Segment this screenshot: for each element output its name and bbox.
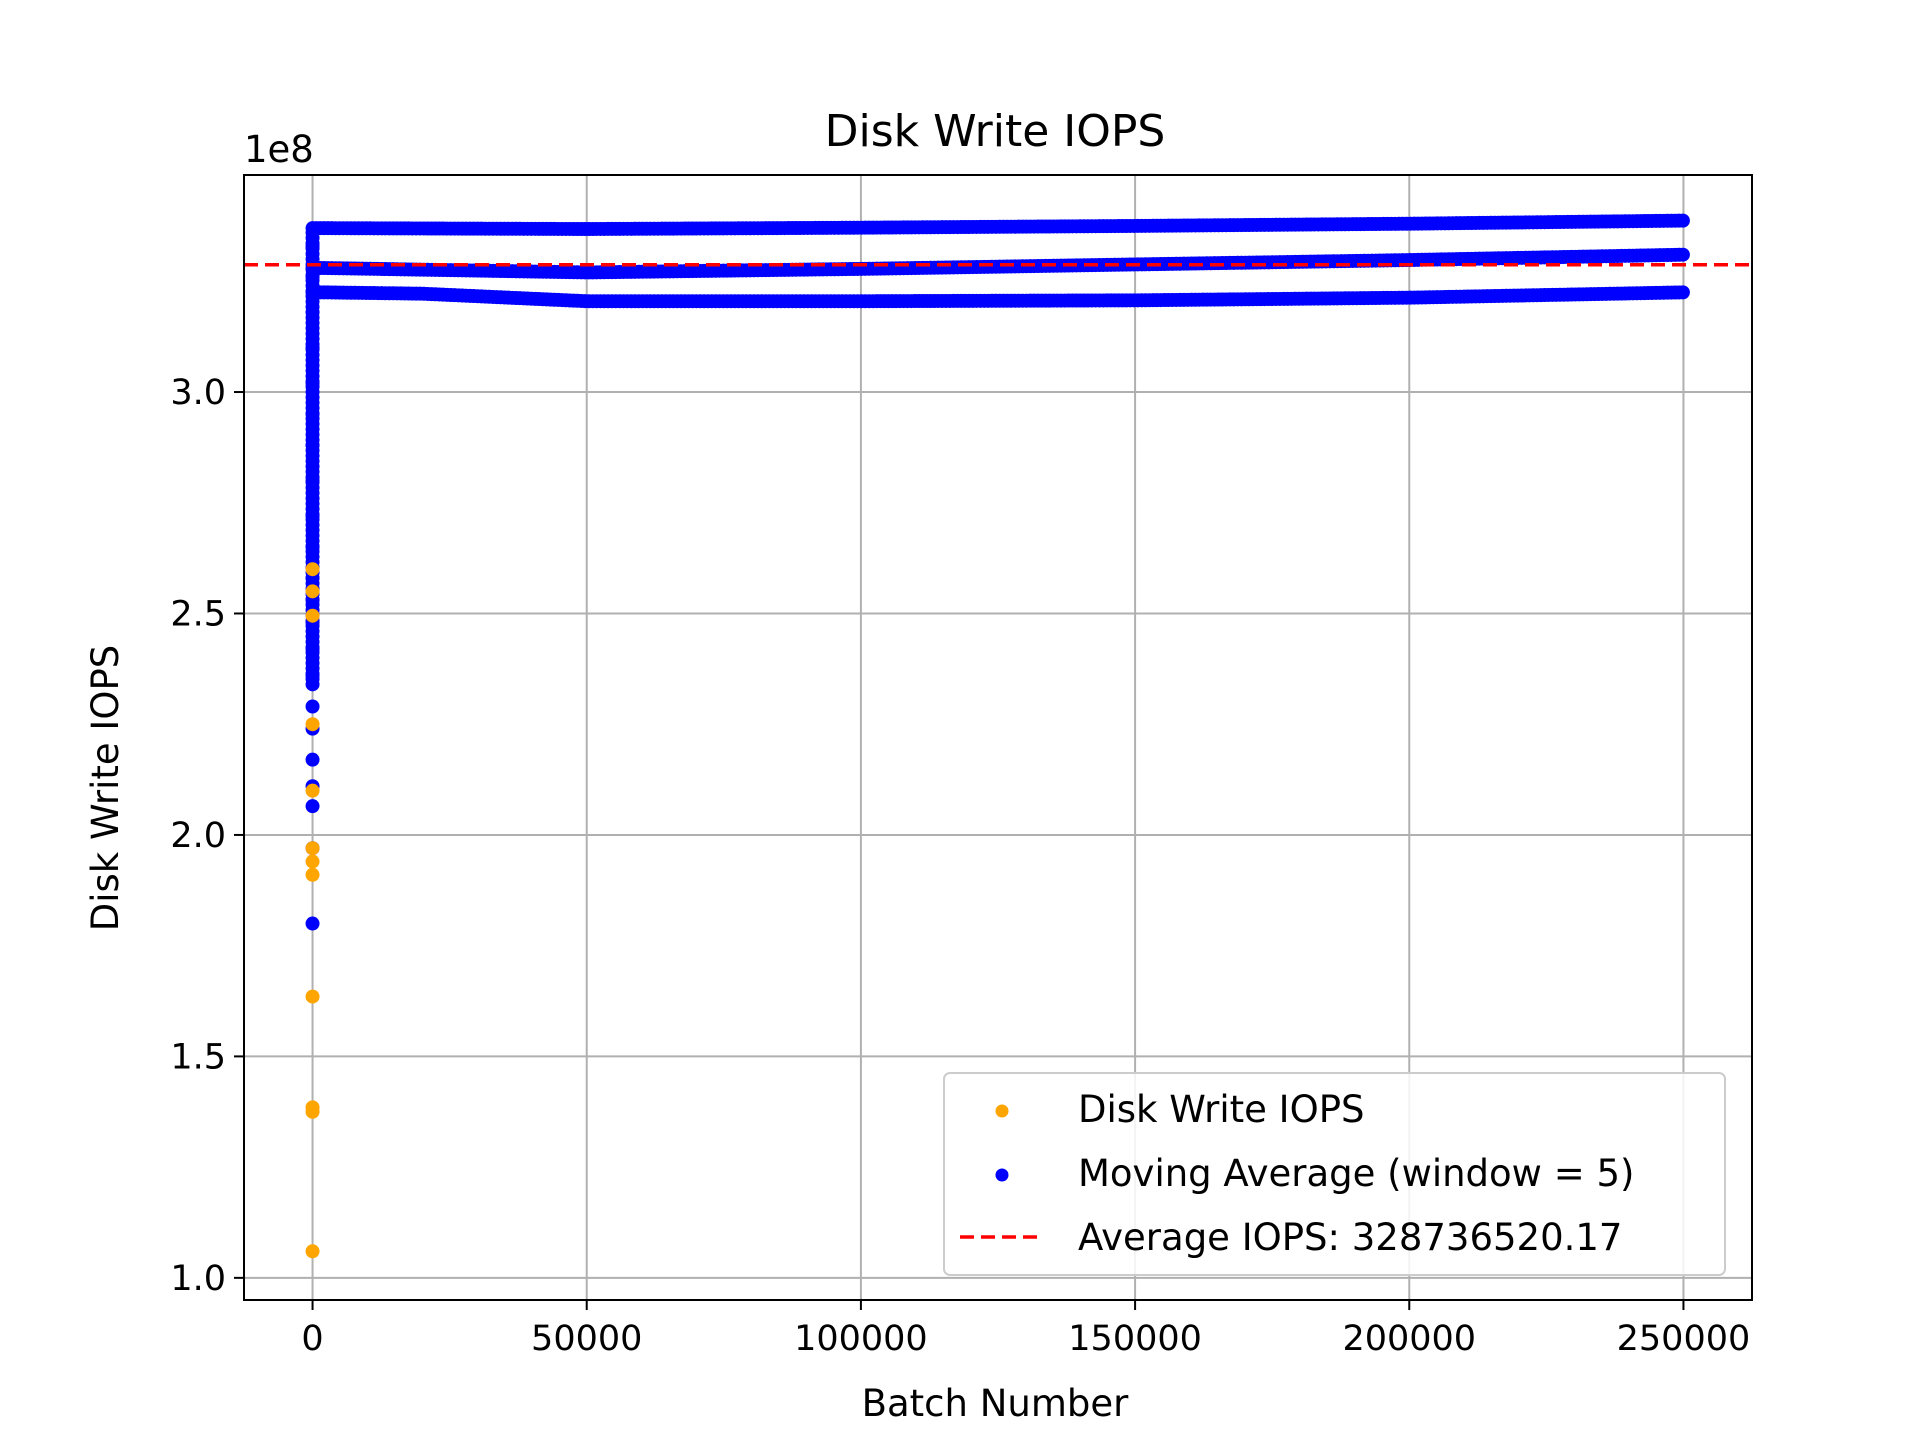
moving-average-point [305, 799, 320, 814]
moving-average-point [1675, 247, 1690, 262]
moving-average-point [305, 668, 320, 683]
x-axis-label: Batch Number [862, 1382, 1130, 1425]
moving-average-point [305, 225, 320, 240]
moving-average-point [305, 238, 320, 253]
moving-average-point [305, 752, 320, 767]
legend-box [943, 1072, 1726, 1276]
x-tick-label: 50000 [531, 1319, 642, 1359]
disk-write-iops-point [305, 854, 320, 869]
y-tick-label: 3.0 [170, 373, 226, 413]
x-axis-ticks: 0 50000 100000 150000 200000 250000 [301, 1300, 1750, 1359]
moving-average-point [305, 407, 320, 422]
x-tick-label: 250000 [1617, 1319, 1751, 1359]
legend-marker-disk-write-iops [995, 1104, 1009, 1118]
data-layer [244, 213, 1752, 1259]
moving-average-point [305, 305, 320, 320]
disk-write-iops-series [305, 562, 320, 1259]
disk-write-iops-point [305, 989, 320, 1004]
legend-label-disk-write-iops: Disk Write IOPS [1078, 1088, 1365, 1131]
y-axis-ticks: 1.0 1.5 2.0 2.5 3.0 [170, 373, 244, 1299]
y-tick-label: 2.0 [170, 816, 226, 856]
moving-average-band [305, 285, 1690, 309]
disk-write-iops-point [305, 867, 320, 882]
moving-average-point [305, 340, 320, 355]
moving-average-point [1675, 285, 1690, 300]
moving-average-point [305, 376, 320, 391]
x-tick-label: 100000 [794, 1319, 928, 1359]
moving-average-point [1675, 213, 1690, 228]
grid [244, 175, 1752, 1300]
moving-average-point [305, 916, 320, 931]
y-tick-label: 1.5 [170, 1037, 226, 1077]
moving-average-band [305, 213, 1690, 237]
moving-average-point [305, 473, 320, 488]
legend-label-average-iops: Average IOPS: 328736520.17 [1078, 1216, 1622, 1259]
disk-write-iops-point [305, 1100, 320, 1115]
moving-average-point [305, 269, 320, 284]
moving-average-point [305, 699, 320, 714]
chart-title: Disk Write IOPS [825, 106, 1166, 157]
y-tick-label: 1.0 [170, 1259, 226, 1299]
moving-average-point [305, 540, 320, 555]
moving-average-point [305, 509, 320, 524]
y-offset-label: 1e8 [244, 128, 314, 171]
disk-write-iops-point [305, 717, 320, 732]
disk-write-iops-point [305, 783, 320, 798]
disk-write-iops-point [305, 608, 320, 623]
x-tick-label: 0 [301, 1319, 323, 1359]
disk-write-iops-point [305, 1244, 320, 1259]
legend-label-moving-average: Moving Average (window = 5) [1078, 1152, 1634, 1195]
y-axis-label: Disk Write IOPS [84, 645, 127, 932]
x-tick-label: 150000 [1068, 1319, 1202, 1359]
x-tick-label: 200000 [1342, 1319, 1476, 1359]
disk-write-iops-point [305, 841, 320, 856]
disk-write-iops-point [305, 562, 320, 577]
legend: Disk Write IOPS Moving Average (window =… [943, 1072, 1726, 1276]
legend-marker-moving-average [995, 1168, 1009, 1182]
y-tick-label: 2.5 [170, 594, 226, 634]
disk-write-iops-point [305, 584, 320, 599]
plot-frame [243, 174, 1753, 1301]
moving-average-point [305, 641, 320, 656]
moving-average-point [305, 438, 320, 453]
